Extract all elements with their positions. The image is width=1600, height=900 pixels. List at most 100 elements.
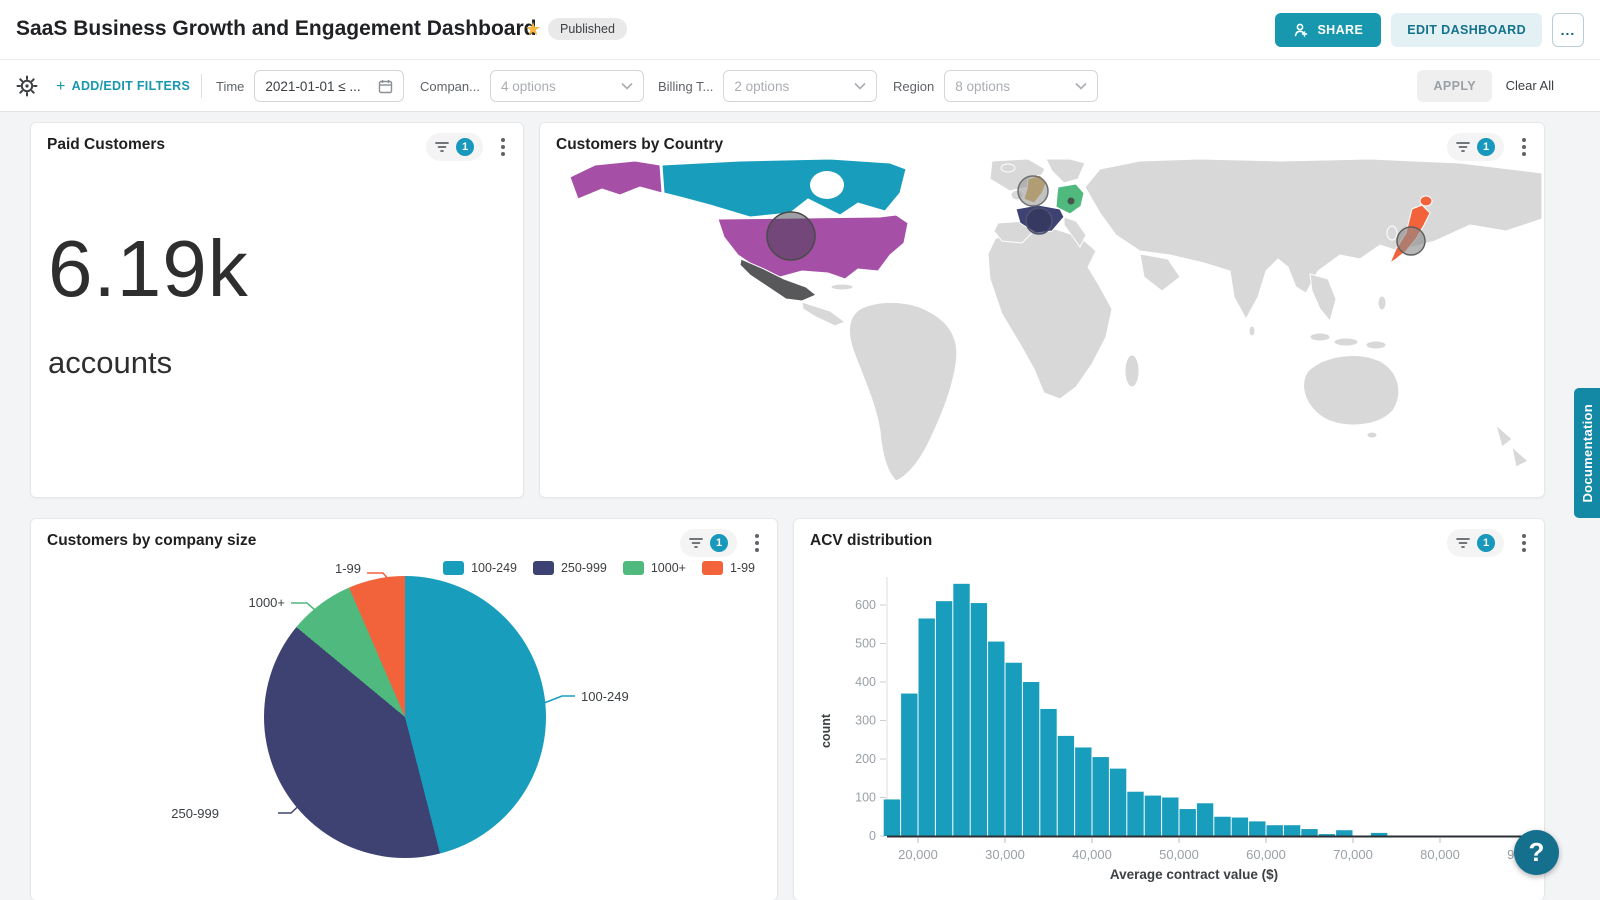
map-indonesia (1365, 340, 1387, 350)
world-map[interactable] (540, 159, 1544, 499)
pie-chart[interactable]: 1-99 1000+ 100-249 250-999 (31, 519, 779, 900)
map-canada[interactable] (661, 159, 907, 218)
region-filter-value: 8 options (955, 78, 1010, 94)
question-mark-icon: ? (1528, 837, 1545, 867)
filter-icon (689, 538, 703, 548)
map-southeast-asia (1309, 273, 1337, 323)
map-mexico[interactable] (739, 258, 817, 302)
svg-text:600: 600 (855, 598, 876, 612)
svg-text:400: 400 (855, 675, 876, 689)
filter-icon (435, 142, 449, 152)
svg-text:40,000: 40,000 (1072, 847, 1112, 862)
filter-group-company: Compan... 4 options (420, 70, 644, 102)
map-australia (1303, 355, 1400, 426)
svg-text:60,000: 60,000 (1246, 847, 1286, 862)
pie-slice-label: 1000+ (248, 595, 285, 610)
legend-swatch (443, 561, 465, 575)
pie-circle[interactable] (264, 576, 546, 858)
map-sri-lanka (1248, 325, 1256, 337)
map-madagascar (1124, 354, 1140, 388)
filter-group-region: Region 8 options (893, 70, 1099, 102)
legend-item[interactable]: 1000+ (622, 561, 686, 575)
legend-item[interactable]: 100-249 (443, 561, 517, 575)
panel-title: ACV distribution (810, 532, 933, 549)
help-button[interactable]: ? (1514, 830, 1559, 875)
map-italy (1063, 216, 1087, 248)
documentation-tab-label: Documentation (1579, 403, 1595, 503)
widget-filter-chip[interactable]: 1 (680, 529, 737, 557)
filter-group-time: Time 2021-01-01 ≤ ... (216, 70, 405, 102)
plus-icon: + (56, 78, 66, 95)
add-edit-filters-label: ADD/EDIT FILTERS (71, 79, 191, 93)
map-alaska-us[interactable] (569, 160, 663, 200)
share-button[interactable]: SHARE (1275, 13, 1382, 47)
add-edit-filters-button[interactable]: + ADD/EDIT FILTERS (56, 78, 190, 96)
kebab-menu-icon[interactable] (495, 134, 511, 160)
time-filter-value: 2021-01-01 ≤ ... (265, 78, 361, 94)
svg-text:50,000: 50,000 (1159, 847, 1199, 862)
map-new-zealand (1495, 423, 1513, 448)
map-indonesia (1333, 337, 1359, 347)
documentation-tab[interactable]: Documentation (1574, 388, 1600, 518)
panel-title: Customers by company size (47, 532, 257, 549)
filter-bar: + ADD/EDIT FILTERS Time 2021-01-01 ≤ ... … (0, 60, 1600, 112)
svg-text:80,000: 80,000 (1420, 847, 1460, 862)
svg-text:Average contract value ($): Average contract value ($) (1110, 867, 1278, 882)
pie-slice-label: 250-999 (171, 806, 219, 821)
gear-icon[interactable] (16, 75, 38, 97)
calendar-icon (379, 79, 393, 93)
widget-filter-chip[interactable]: 1 (426, 133, 483, 161)
histogram-chart[interactable]: 0 100 200 300 400 500 600 20,000 30,000 40,000 50,… (794, 519, 1546, 900)
filter-count-badge: 1 (710, 534, 728, 552)
kebab-menu-icon[interactable] (749, 530, 765, 556)
svg-text:70,000: 70,000 (1333, 847, 1373, 862)
map-hudson-bay (810, 171, 844, 199)
panel-title: Customers by Country (556, 136, 724, 153)
panel-customers-by-company-size: Customers by company size 1 100-249 250-… (30, 518, 778, 900)
marker-united-kingdom[interactable] (1017, 175, 1049, 207)
legend-label: 1-99 (729, 561, 755, 575)
published-badge: Published (548, 18, 627, 40)
billing-filter-select[interactable]: 2 options (723, 70, 878, 102)
marker-france[interactable] (1025, 207, 1053, 235)
filter-count-badge: 1 (1477, 534, 1495, 552)
apply-button[interactable]: APPLY (1417, 70, 1492, 102)
panel-paid-customers: Paid Customers 1 6.19k accounts (30, 122, 524, 498)
time-filter-input[interactable]: 2021-01-01 ≤ ... (254, 70, 405, 102)
panel-acv-distribution: ACV distribution 1 0 100 200 300 400 500 600 20… (793, 518, 1546, 900)
legend-item[interactable]: 250-999 (532, 561, 607, 575)
map-markers (766, 175, 1426, 261)
svg-text:500: 500 (855, 637, 876, 651)
company-filter-select[interactable]: 4 options (489, 70, 644, 102)
map-iceland (1000, 163, 1016, 173)
filter-count-badge: 1 (1477, 138, 1495, 156)
marker-japan[interactable] (1396, 226, 1426, 256)
page-title: SaaS Business Growth and Engagement Dash… (16, 17, 537, 40)
clear-all-button[interactable]: Clear All (1505, 78, 1554, 93)
legend-item[interactable]: 1-99 (701, 561, 755, 575)
filter-icon (1456, 142, 1470, 152)
star-icon[interactable]: ★ (525, 19, 542, 39)
edit-dashboard-button[interactable]: EDIT DASHBOARD (1391, 13, 1542, 47)
svg-text:200: 200 (855, 752, 876, 766)
kebab-menu-icon[interactable] (1516, 530, 1532, 556)
region-filter-select[interactable]: 8 options (944, 70, 1099, 102)
widget-filter-chip[interactable]: 1 (1447, 529, 1504, 557)
widget-filter-chip[interactable]: 1 (1447, 133, 1504, 161)
svg-text:30,000: 30,000 (985, 847, 1025, 862)
legend-label: 1000+ (650, 561, 686, 575)
kpi-unit: accounts (48, 345, 173, 380)
marker-germany[interactable] (1067, 197, 1075, 205)
map-japan[interactable] (1419, 195, 1433, 207)
pie-slice-label: 1-99 (334, 561, 361, 576)
map-africa (987, 226, 1113, 400)
svg-text:100: 100 (855, 791, 876, 805)
divider (201, 74, 202, 98)
more-options-button[interactable]: ... (1552, 13, 1584, 47)
filter-label-region: Region (893, 78, 935, 94)
kebab-menu-icon[interactable] (1516, 134, 1532, 160)
panel-customers-by-country: Customers by Country 1 (539, 122, 1545, 498)
map-philippines (1377, 295, 1387, 311)
marker-united-states[interactable] (766, 211, 816, 261)
map-cuba (830, 283, 854, 291)
